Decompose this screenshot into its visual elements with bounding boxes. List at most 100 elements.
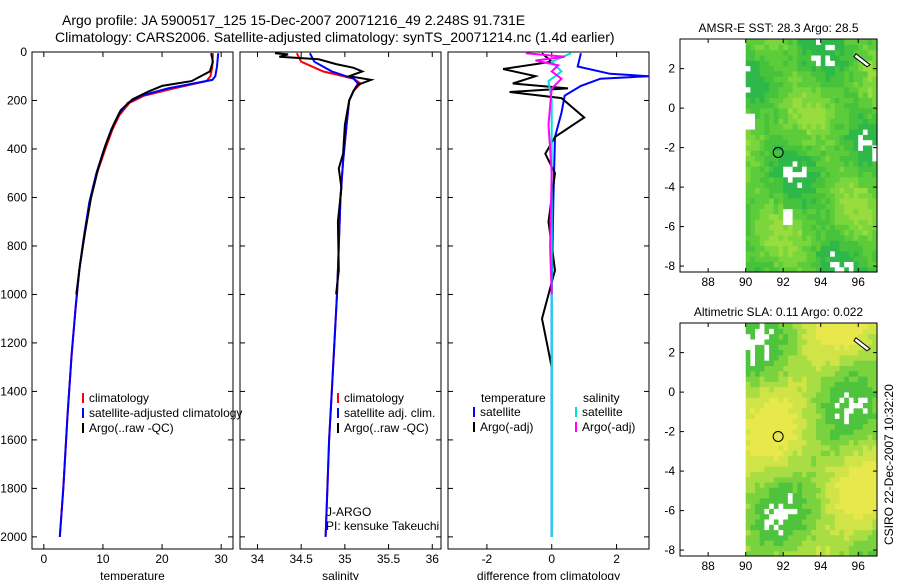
map-cell [755,192,761,199]
map-cell [844,44,850,51]
map-cell [867,102,873,109]
map-cell [778,460,784,467]
map-cell [745,129,751,135]
map-cell [755,197,761,204]
map-cell [764,323,770,329]
map-cell [811,97,817,104]
map-cell [820,471,826,478]
map-cell [830,187,836,194]
map-cell [806,487,812,494]
map-cell [787,497,794,504]
map-cell [745,497,751,504]
map-cell [759,450,765,456]
map-cell [745,97,751,104]
map-cell [811,92,817,98]
map-cell [853,97,859,104]
map-cell [862,481,869,488]
map-cell [773,261,780,268]
map-cell [787,266,794,273]
map-cell [759,376,765,382]
map-cell [862,250,869,257]
map-cell [750,139,756,146]
map-cell [769,534,775,541]
map-cell [816,508,822,515]
map-cell [764,455,770,462]
map-cell [811,550,817,557]
map-cell [769,481,775,488]
map-cell [783,39,789,45]
map-cell [858,323,864,329]
map-cell [759,171,765,178]
map-cell [867,513,873,520]
map-cell [834,213,841,220]
y-tick-label: 200 [7,93,27,107]
map-cell [792,418,798,425]
map-cell [848,439,855,446]
map-cell [853,139,859,146]
map-cell [872,224,878,231]
map-cell [867,192,873,199]
map-cell [853,144,859,151]
map-cell [867,39,873,45]
map-cell [802,434,808,441]
map-cell [778,197,784,204]
map-cell [848,234,855,241]
map-cell [773,534,780,541]
map-cell [787,503,794,509]
map-cell [830,518,836,525]
map-cell [745,354,751,361]
map-cell [820,70,826,77]
map-cell [872,86,878,93]
map-cell [867,444,873,451]
y-tick-label: 600 [7,190,27,204]
map-cell [759,524,765,531]
map-cell [853,86,859,93]
map-cell [839,113,845,119]
map-cell [811,497,817,504]
map-cell [745,118,751,125]
map-cell [759,423,765,430]
map-cell [820,97,826,104]
map-cell [769,370,775,377]
map-cell [755,256,761,262]
map-cell [797,376,803,382]
map-cell [792,234,798,241]
map-cell [811,513,817,520]
map-cell [872,455,878,462]
map-cell [858,508,864,515]
map-cell [778,550,784,557]
map-cell [834,518,841,525]
map-cell [872,524,878,531]
map-cell [858,476,864,483]
map-cell [844,240,850,247]
map-cell [764,70,770,77]
map-cell [834,113,841,119]
map-cell [783,70,789,77]
map-cell [769,129,775,135]
map-cell [792,187,798,194]
map-cell [745,54,751,61]
map-cell [773,328,780,335]
map-cell [839,365,845,372]
map-cell [867,386,873,393]
map-cell [778,182,784,188]
map-cell [764,240,770,247]
map-cell [834,338,841,345]
map-cell [787,182,794,188]
map-cell [853,328,859,335]
map-cell [839,439,845,446]
map-cell [750,245,756,252]
map-cell [816,224,822,231]
map-cell [862,545,869,552]
map-cell [759,481,765,488]
map-cell [778,70,784,77]
map-cell [834,381,841,388]
map-cell [759,360,765,366]
map-cell [853,460,859,467]
map-cell [872,123,878,130]
map-cell [848,261,855,268]
map-cell [750,455,756,462]
map-cell [797,386,803,393]
map-cell [834,203,841,210]
map-cell [816,49,822,56]
